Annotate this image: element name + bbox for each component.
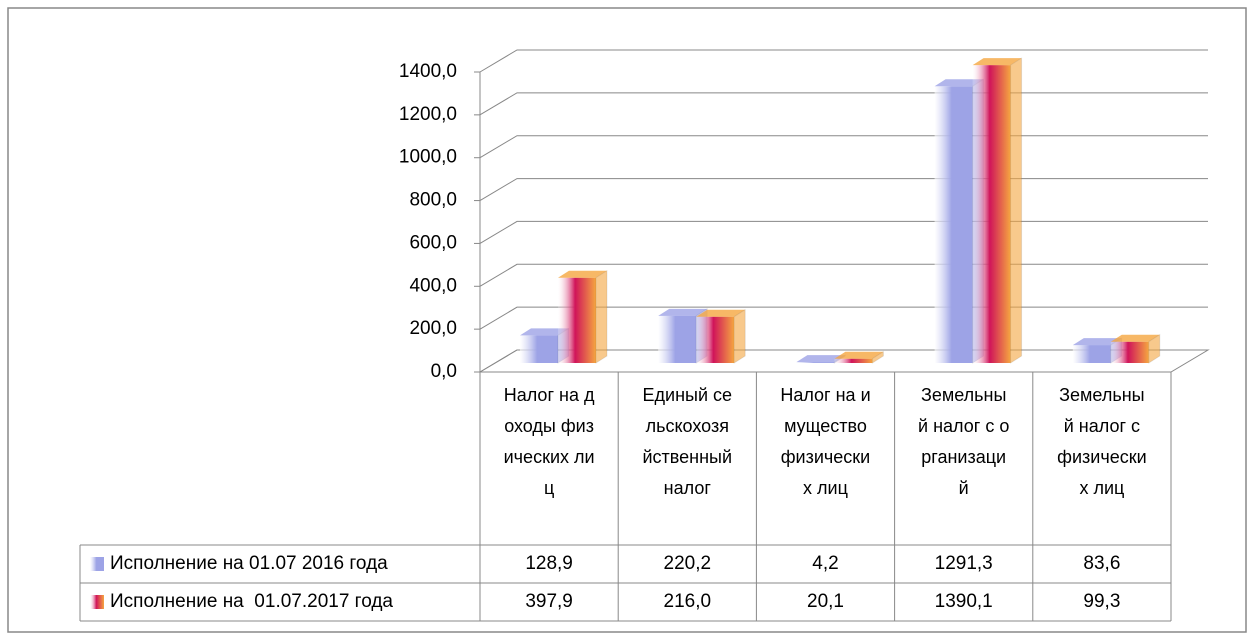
category-cell: Налог на доходы физических лиц <box>503 385 595 498</box>
bar-front <box>658 315 697 363</box>
y-tick-label: 1400,0 <box>399 61 457 82</box>
y-tick-label: 400,0 <box>409 275 457 296</box>
y-tick-label: 1200,0 <box>399 104 457 125</box>
bar <box>834 350 884 364</box>
bar-top <box>1072 338 1122 346</box>
y-tick-label: 200,0 <box>409 318 457 339</box>
bar-front <box>520 335 558 363</box>
category-cell: Земельный налог с организаций <box>918 385 1010 498</box>
bar-front <box>934 86 973 364</box>
data-label: 20,1 <box>807 591 844 612</box>
bar <box>558 269 608 364</box>
data-label: 1390,1 <box>935 591 993 612</box>
bar-front <box>1072 345 1111 363</box>
data-label: 220,2 <box>664 553 712 574</box>
chart-border <box>7 7 1247 633</box>
data-label: 83,6 <box>1083 553 1120 574</box>
bar-side <box>1148 333 1161 364</box>
bar-top <box>972 58 1022 66</box>
category-cell: Единый сельскохозяйственный налог <box>642 385 733 498</box>
data-label: 1291,3 <box>935 553 993 574</box>
bar-top <box>1110 334 1160 342</box>
data-label: 128,9 <box>525 553 573 574</box>
bar-top <box>834 351 884 359</box>
legend-swatch <box>90 595 104 609</box>
bar-front <box>796 362 835 363</box>
category-cell: Налог на имущество физических лиц <box>780 385 871 498</box>
x-tick-label: Единый сельскохозяйственный налог <box>642 385 733 498</box>
bar-top <box>696 309 746 317</box>
bar <box>1110 333 1161 364</box>
legend-label: Исполнение на 01.07.2017 года <box>110 591 393 612</box>
bar-side <box>871 350 884 364</box>
data-label: 4,2 <box>812 553 838 574</box>
bar-top <box>558 270 607 278</box>
grid-line <box>479 49 1208 73</box>
y-tick-label: 800,0 <box>409 190 457 211</box>
x-tick-label: Налог на доходы физических лиц <box>503 385 595 498</box>
y-tick-label: 600,0 <box>409 232 457 253</box>
y-tick-label: 0,0 <box>431 361 457 382</box>
bar-top <box>658 308 708 316</box>
bar-front <box>1110 341 1149 363</box>
legend-swatch <box>90 557 104 571</box>
legend-label: Исполнение на 01.07 2016 года <box>110 553 388 574</box>
bar-side <box>1010 57 1023 364</box>
category-cell: Земельный налог с физических лиц <box>1057 385 1147 498</box>
bar-top <box>520 328 569 336</box>
bar-front <box>972 65 1011 363</box>
bar-top <box>796 355 846 363</box>
bar <box>972 57 1023 364</box>
data-label: 99,3 <box>1083 591 1120 612</box>
bar-front <box>696 316 735 363</box>
bar <box>696 308 746 364</box>
data-label: 397,9 <box>525 591 573 612</box>
x-tick-label: Земельный налог с физических лиц <box>1057 385 1147 498</box>
bar-front <box>834 358 873 363</box>
data-label: 216,0 <box>664 591 712 612</box>
bar-side <box>733 308 746 364</box>
bar-side <box>595 269 608 364</box>
y-tick-label: 1000,0 <box>399 147 457 168</box>
bar-top <box>934 79 984 87</box>
x-tick-label: Земельный налог с организаций <box>918 385 1010 498</box>
x-tick-label: Налог на имущество физических лиц <box>780 385 871 498</box>
bar-front <box>558 277 596 363</box>
